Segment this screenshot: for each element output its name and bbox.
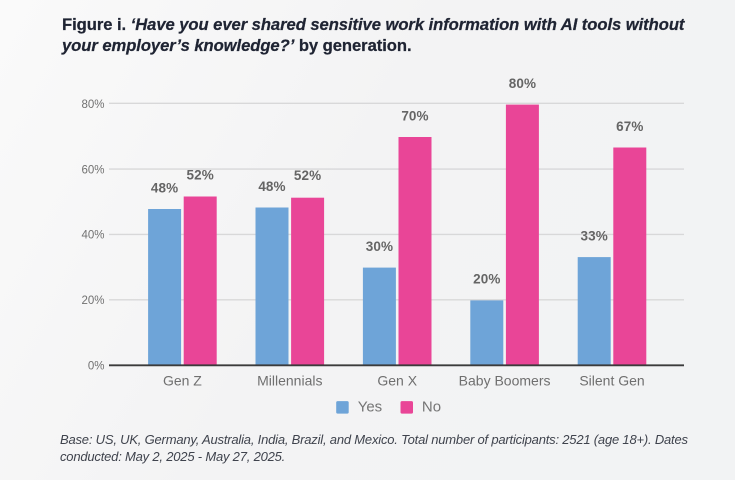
svg-text:60%: 60% (81, 164, 104, 176)
svg-text:48%: 48% (151, 180, 178, 195)
svg-text:Millennials: Millennials (257, 373, 322, 389)
svg-text:40%: 40% (81, 230, 104, 242)
svg-text:Gen X: Gen X (377, 373, 417, 389)
svg-text:Baby Boomers: Baby Boomers (459, 373, 551, 389)
svg-text:70%: 70% (401, 108, 428, 123)
svg-text:Silent Gen: Silent Gen (579, 373, 644, 389)
svg-text:33%: 33% (581, 228, 608, 243)
svg-text:52%: 52% (187, 168, 214, 183)
svg-text:0%: 0% (88, 360, 105, 372)
svg-text:Yes: Yes (358, 398, 382, 415)
svg-text:67%: 67% (616, 119, 643, 134)
svg-text:80%: 80% (81, 99, 104, 111)
svg-text:52%: 52% (294, 168, 321, 183)
svg-text:20%: 20% (81, 295, 104, 307)
svg-text:20%: 20% (473, 272, 500, 287)
svg-text:30%: 30% (366, 239, 393, 254)
svg-text:80%: 80% (509, 76, 536, 91)
svg-text:48%: 48% (258, 179, 285, 194)
svg-text:Gen Z: Gen Z (163, 373, 202, 389)
svg-text:No: No (422, 398, 441, 415)
